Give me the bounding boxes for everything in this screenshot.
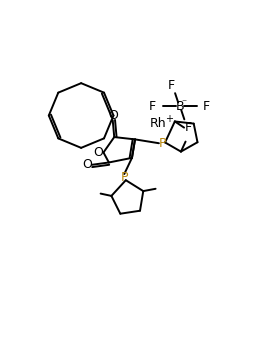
Text: +: +	[165, 114, 173, 124]
Text: P: P	[159, 137, 167, 150]
Text: F: F	[185, 121, 192, 134]
Text: B: B	[175, 100, 184, 113]
Text: Rh: Rh	[150, 117, 166, 130]
Text: F: F	[168, 79, 175, 92]
Text: O: O	[93, 146, 103, 159]
Text: ⁻: ⁻	[181, 98, 186, 108]
Text: O: O	[108, 109, 118, 122]
Text: F: F	[203, 100, 210, 113]
Text: O: O	[82, 158, 92, 171]
Text: F: F	[149, 100, 156, 113]
Text: P: P	[121, 171, 128, 184]
